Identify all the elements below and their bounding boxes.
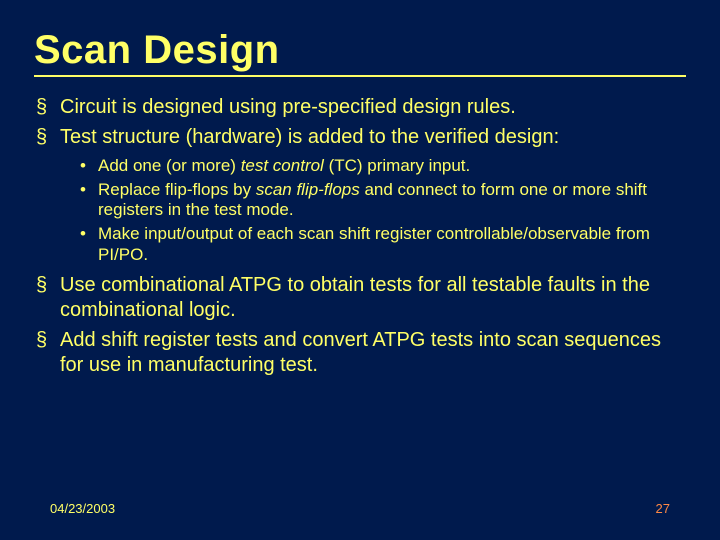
sub-text-pre: Add one (or more) (98, 156, 241, 175)
bullet-list: Circuit is designed using pre-specified … (34, 95, 686, 377)
bullet-text: Test structure (hardware) is added to th… (60, 126, 559, 148)
sub-bullet-item: Add one (or more) test control (TC) prim… (80, 156, 686, 177)
sub-bullet-item: Replace flip-flops by scan flip-flops an… (80, 180, 686, 221)
footer-page-number: 27 (656, 501, 670, 516)
sub-text-pre: Make input/output of each scan shift reg… (98, 224, 650, 264)
bullet-item: Add shift register tests and convert ATP… (36, 328, 686, 377)
sub-text-em: scan flip-flops (256, 180, 360, 199)
bullet-item: Test structure (hardware) is added to th… (36, 125, 686, 265)
sub-text-pre: Replace flip-flops by (98, 180, 256, 199)
bullet-text: Use combinational ATPG to obtain tests f… (60, 274, 650, 320)
footer: 04/23/2003 27 (50, 501, 670, 516)
slide: Scan Design Circuit is designed using pr… (0, 0, 720, 540)
bullet-text: Add shift register tests and convert ATP… (60, 329, 661, 375)
slide-title: Scan Design (34, 28, 686, 73)
footer-date: 04/23/2003 (50, 501, 115, 516)
sub-bullet-list: Add one (or more) test control (TC) prim… (60, 156, 686, 266)
sub-bullet-item: Make input/output of each scan shift reg… (80, 224, 686, 265)
bullet-item: Use combinational ATPG to obtain tests f… (36, 273, 686, 322)
bullet-text: Circuit is designed using pre-specified … (60, 96, 516, 118)
sub-text-em: test control (241, 156, 324, 175)
bullet-item: Circuit is designed using pre-specified … (36, 95, 686, 119)
sub-text-post: (TC) primary input. (324, 156, 470, 175)
title-underline (34, 75, 686, 77)
